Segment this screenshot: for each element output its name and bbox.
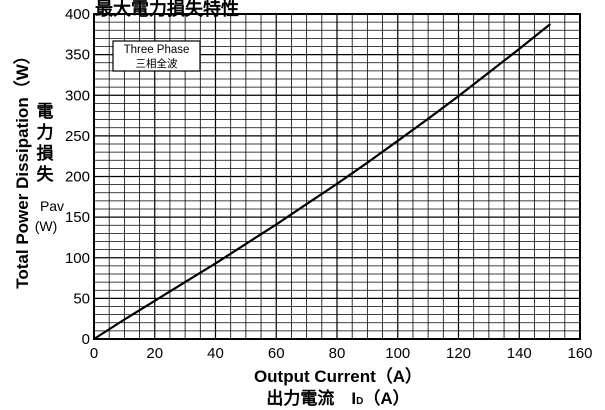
x-tick-label: 80 bbox=[329, 345, 346, 362]
annotation-line-1: Three Phase bbox=[124, 44, 190, 56]
chart-title: 最大電力損失特性 bbox=[95, 0, 239, 19]
x-axis-label-jp-unit: （A） bbox=[363, 388, 409, 408]
y-tick-label: 250 bbox=[65, 128, 90, 145]
y-tick-label: 200 bbox=[65, 169, 90, 186]
x-axis-label-jp: 出力電流 ID（A） bbox=[266, 388, 409, 408]
y-tick-label: 100 bbox=[65, 250, 90, 267]
y-axis-label-jp-char: 損 bbox=[37, 143, 55, 163]
x-tick-label: 40 bbox=[207, 345, 224, 362]
y-axis-symbol: Pav bbox=[40, 198, 64, 214]
y-tick-label: 400 bbox=[65, 6, 90, 23]
x-axis-label-jp-subscript: D bbox=[356, 396, 363, 407]
x-tick-label: 0 bbox=[90, 345, 98, 362]
x-tick-label: 100 bbox=[385, 345, 410, 362]
x-tick-label: 60 bbox=[268, 345, 285, 362]
y-axis-label-jp-char: 電 bbox=[37, 102, 54, 121]
y-tick-label: 300 bbox=[65, 87, 90, 104]
annotation-box: Three Phase 三相全波 bbox=[112, 40, 201, 72]
y-tick-label: 0 bbox=[82, 331, 90, 348]
x-tick-label: 120 bbox=[446, 345, 471, 362]
y-tick-labels: 0 50 100 150 200 250 300 350 400 bbox=[65, 6, 90, 348]
y-tick-label: 50 bbox=[73, 290, 90, 307]
x-tick-labels: 0 20 40 60 80 100 120 140 160 bbox=[90, 345, 593, 362]
y-axis-label-jp-char: 力 bbox=[37, 122, 54, 142]
y-axis-label: Total Power Dissipation（W） bbox=[12, 47, 32, 288]
plot-frame bbox=[93, 13, 581, 340]
x-tick-label: 140 bbox=[507, 345, 532, 362]
y-axis-label-jp: 電 力 損 失 bbox=[37, 102, 55, 184]
y-axis-unit: (W) bbox=[35, 218, 58, 234]
y-tick-label: 350 bbox=[65, 47, 90, 64]
x-tick-label: 160 bbox=[567, 345, 592, 362]
annotation-line-2: 三相全波 bbox=[136, 57, 178, 70]
x-tick-label: 20 bbox=[146, 345, 163, 362]
series-group bbox=[92, 23, 551, 341]
x-axis-label-jp-main: 出力電流 I bbox=[266, 388, 356, 408]
series-line bbox=[92, 23, 551, 341]
y-axis-label-jp-char: 失 bbox=[37, 164, 55, 184]
x-axis-label: Output Current（A） bbox=[254, 366, 422, 386]
y-tick-label: 150 bbox=[65, 209, 90, 226]
